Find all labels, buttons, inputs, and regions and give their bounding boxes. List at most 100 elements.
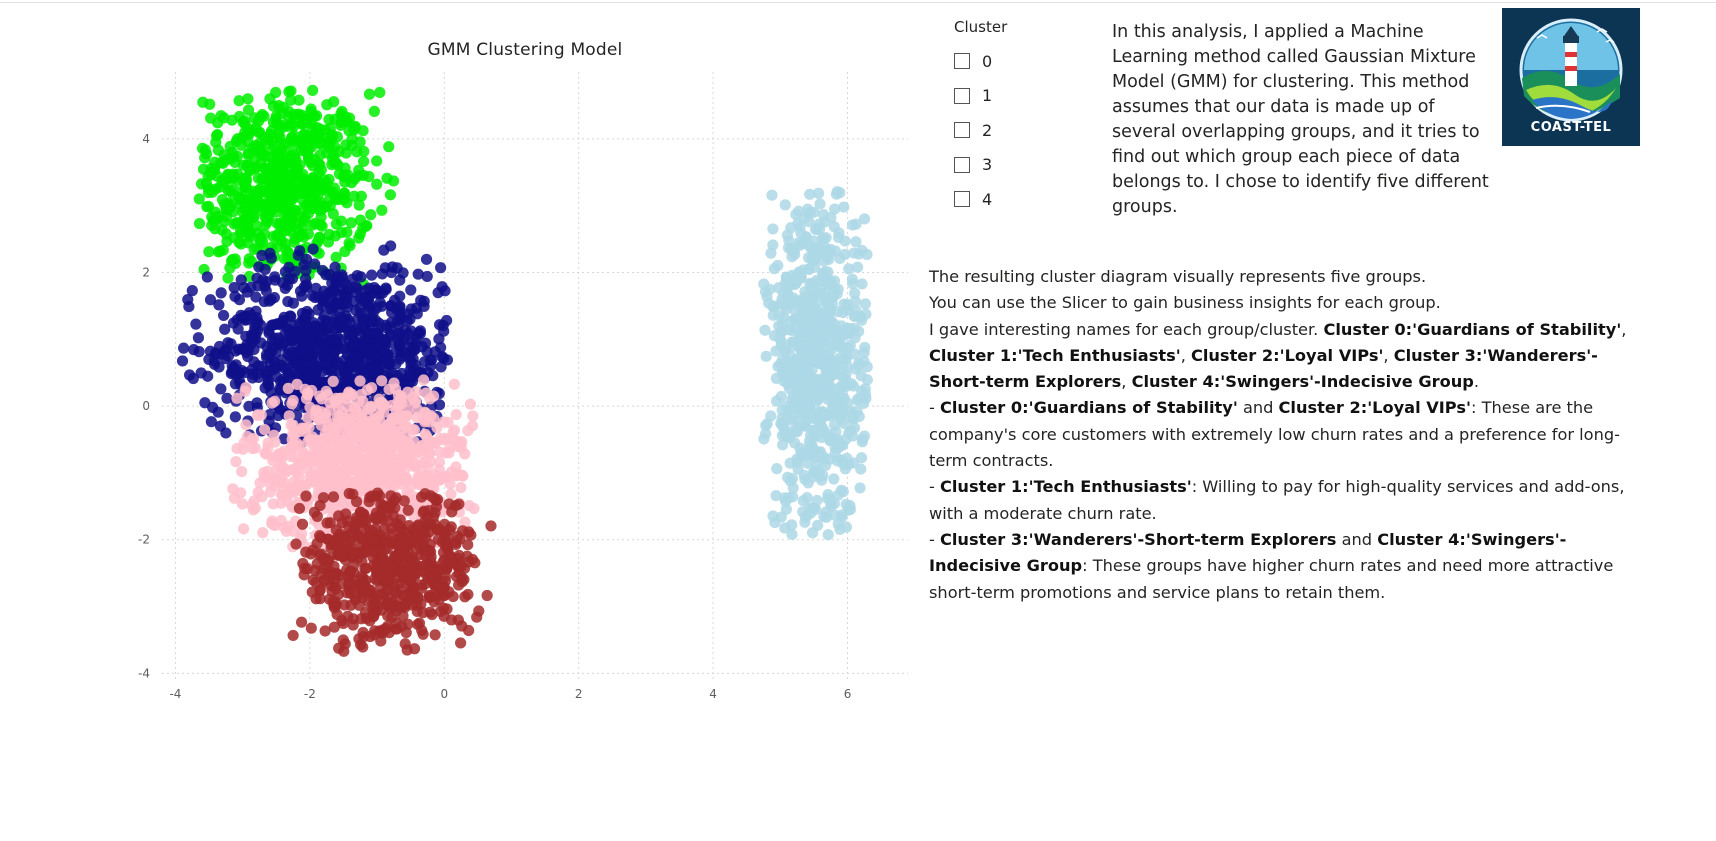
data-point (371, 178, 383, 190)
data-point (221, 210, 233, 223)
data-point (260, 285, 272, 297)
data-point (235, 227, 247, 240)
checkbox-icon[interactable] (954, 191, 970, 208)
data-point (310, 202, 322, 214)
data-point (351, 269, 363, 282)
data-point (186, 285, 198, 297)
data-point (275, 187, 288, 199)
data-point (348, 124, 360, 136)
data-point (292, 360, 304, 372)
data-point (231, 392, 243, 404)
data-point (386, 399, 398, 412)
data-point (371, 155, 383, 167)
data-point (842, 361, 854, 373)
data-point (384, 434, 397, 446)
data-point (356, 556, 368, 568)
data-point (801, 369, 814, 381)
data-point (827, 283, 840, 295)
data-point (252, 324, 264, 337)
data-point (214, 245, 226, 257)
data-point (178, 342, 190, 354)
data-point (799, 418, 811, 430)
data-point (363, 170, 375, 183)
data-point (251, 272, 263, 284)
data-point (429, 507, 441, 519)
data-point (300, 392, 313, 405)
data-point (205, 416, 217, 428)
data-point (368, 105, 380, 117)
data-point (190, 318, 202, 330)
data-point (846, 273, 858, 285)
data-point (377, 627, 389, 639)
data-point (817, 233, 830, 245)
data-point (412, 328, 424, 340)
data-point (355, 576, 367, 588)
checkbox-icon[interactable] (954, 122, 970, 139)
data-point (803, 207, 815, 220)
data-point (405, 303, 417, 315)
slicer-option-4[interactable]: 4 (948, 182, 1088, 217)
data-point (330, 251, 342, 263)
checkbox-icon[interactable] (954, 156, 970, 173)
data-point (311, 479, 324, 491)
data-point (390, 587, 402, 599)
data-point (330, 333, 342, 345)
data-point (418, 374, 430, 386)
slicer-option-2[interactable]: 2 (948, 113, 1088, 148)
data-point (396, 415, 409, 427)
data-point (312, 323, 324, 335)
data-point (780, 345, 792, 357)
slicer-option-0[interactable]: 0 (948, 44, 1088, 79)
data-point (373, 564, 385, 576)
data-point (311, 110, 323, 122)
data-point (455, 481, 467, 494)
data-point (303, 142, 315, 154)
checkbox-icon[interactable] (954, 53, 970, 70)
data-point (814, 309, 826, 321)
data-point (417, 507, 429, 519)
data-point (208, 164, 220, 176)
data-point (429, 629, 441, 641)
data-point (437, 434, 449, 446)
data-point (424, 606, 436, 618)
data-point (822, 428, 834, 440)
cluster-slicer[interactable]: Cluster 0 1 2 3 4 (948, 14, 1088, 217)
data-point (459, 448, 471, 460)
data-point (850, 304, 862, 317)
data-point (825, 315, 837, 327)
data-point (306, 349, 318, 362)
data-point (296, 457, 308, 469)
data-point (793, 267, 805, 280)
data-point (319, 201, 331, 213)
data-point (323, 322, 336, 334)
data-point (773, 309, 785, 322)
data-point (463, 624, 475, 637)
data-point (259, 447, 271, 459)
slicer-option-label: 3 (982, 155, 993, 175)
data-point (326, 152, 339, 164)
data-point (850, 236, 862, 248)
gmm-scatter-visual[interactable]: GMM Clustering Model -4 -2 0 2 4 6 -4 -2 0 2 4 (120, 30, 920, 710)
checkbox-icon[interactable] (954, 87, 970, 104)
data-point (465, 529, 477, 541)
data-point (230, 456, 242, 468)
data-point (183, 300, 195, 313)
data-point (381, 599, 394, 612)
data-point (247, 432, 260, 445)
data-point (242, 136, 254, 148)
data-point (333, 510, 345, 522)
data-point (817, 209, 830, 221)
data-point (420, 430, 433, 442)
slicer-option-3[interactable]: 3 (948, 148, 1088, 183)
slicer-option-1[interactable]: 1 (948, 79, 1088, 114)
data-point (357, 155, 370, 168)
data-point (795, 447, 807, 459)
x-tick-label: 2 (575, 687, 583, 701)
scatter-plot[interactable]: -4 -2 0 2 4 6 -4 -2 0 2 4 (120, 30, 920, 710)
data-point (829, 203, 841, 215)
data-point (409, 344, 421, 356)
data-point (388, 377, 400, 389)
data-point (787, 390, 799, 402)
data-point (283, 410, 295, 422)
data-point (811, 391, 823, 403)
